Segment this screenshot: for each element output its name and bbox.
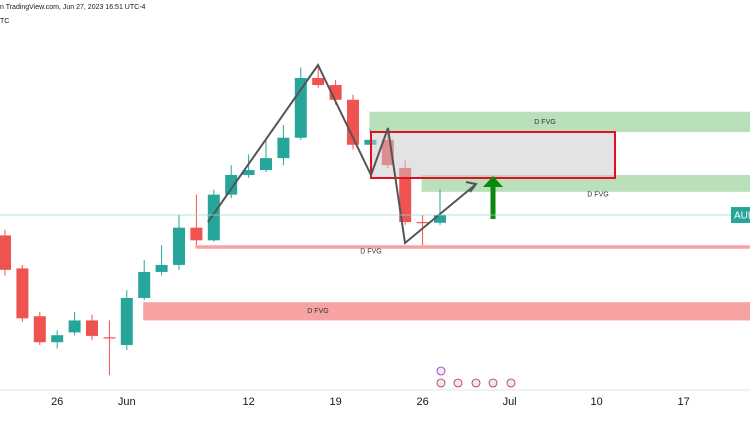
price-tag [731, 207, 750, 224]
fvg-zone [369, 111, 750, 133]
candle-body [260, 158, 272, 171]
candle-body [416, 222, 429, 224]
candle-body [103, 337, 116, 339]
candle-body [0, 235, 11, 270]
zigzag [207, 63, 476, 245]
price-label: AUD [734, 211, 750, 222]
fvg-zone [143, 302, 750, 321]
zones: D FVG D FVG D FVG D FVG [143, 111, 750, 321]
event-icons [436, 366, 516, 388]
x-tick-label: 26 [51, 396, 63, 408]
candle-body [294, 78, 307, 138]
candle-body [242, 170, 255, 175]
candle-body [33, 316, 46, 343]
candle-body [16, 268, 29, 319]
timezone: TC [0, 18, 9, 25]
x-tick-label: 10 [590, 396, 602, 408]
zigzag-arrow [465, 181, 478, 193]
x-tick-label: 17 [677, 396, 689, 408]
x-tick-label: Jun [118, 396, 136, 408]
candle-body [207, 194, 220, 241]
candle-body [190, 227, 203, 241]
candle-body [312, 78, 325, 86]
x-tick-label: 12 [242, 396, 254, 408]
candle-body [434, 215, 446, 223]
candle-body [155, 264, 168, 272]
x-tick-label: Jul [503, 396, 517, 408]
fvg-zone [195, 245, 750, 249]
candle-body [173, 227, 185, 265]
fvg-zone [421, 174, 750, 192]
candle-body [120, 297, 133, 346]
fvg-label: D FVG [587, 192, 608, 199]
fvg-label: D FVG [534, 119, 555, 126]
x-tick-label: 19 [329, 396, 341, 408]
x-tick-label: 26 [416, 396, 428, 408]
candle-body [51, 335, 64, 343]
candle-body [68, 320, 81, 333]
candle-body [86, 320, 98, 336]
candle-body [399, 167, 412, 223]
candle-body [225, 174, 238, 195]
candle-body [138, 271, 151, 298]
fvg-label: D FVG [307, 308, 328, 315]
fvg-label: D FVG [360, 249, 381, 256]
highlight-box [370, 131, 616, 179]
up-arrow-head [483, 176, 503, 187]
candles [0, 64, 446, 376]
header: n TradingView.com, Jun 27, 2023 16:51 UT… [0, 4, 146, 11]
candle-body [277, 137, 290, 159]
